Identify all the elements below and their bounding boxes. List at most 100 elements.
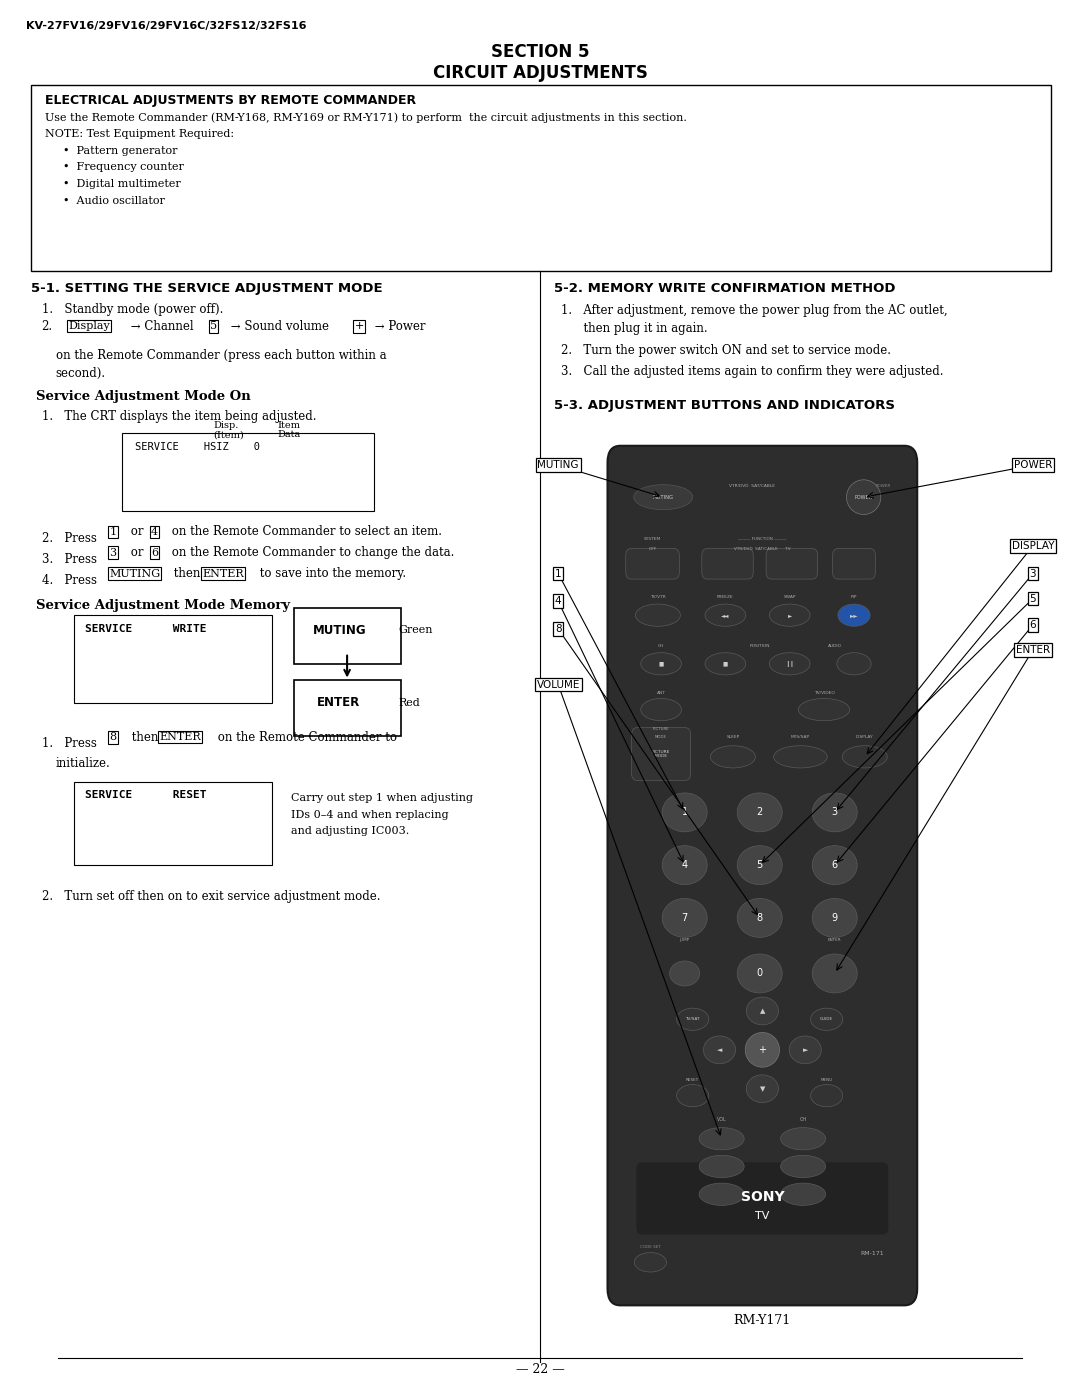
Text: on the Remote Commander to change the data.: on the Remote Commander to change the da… bbox=[168, 546, 455, 559]
Ellipse shape bbox=[738, 898, 782, 937]
Text: ►: ► bbox=[802, 1046, 808, 1053]
Text: VOL: VOL bbox=[717, 1116, 727, 1122]
Text: CH: CH bbox=[658, 644, 664, 648]
Text: then: then bbox=[129, 731, 163, 743]
Text: SERVICE    HSIZ    0: SERVICE HSIZ 0 bbox=[135, 441, 260, 451]
Text: 1: 1 bbox=[681, 807, 688, 817]
Ellipse shape bbox=[746, 1074, 779, 1102]
Text: 4: 4 bbox=[555, 597, 562, 606]
Text: RESET: RESET bbox=[686, 1078, 700, 1083]
Ellipse shape bbox=[699, 1155, 744, 1178]
Ellipse shape bbox=[662, 898, 707, 937]
Text: ◄: ◄ bbox=[717, 1046, 723, 1053]
Ellipse shape bbox=[847, 479, 881, 514]
Text: 1: 1 bbox=[109, 527, 117, 536]
Text: 4: 4 bbox=[681, 861, 688, 870]
Text: 2: 2 bbox=[757, 807, 762, 817]
Text: MUTING: MUTING bbox=[109, 569, 160, 578]
Ellipse shape bbox=[634, 1253, 666, 1273]
Text: 9: 9 bbox=[832, 912, 838, 923]
Text: on the Remote Commander (press each button within a: on the Remote Commander (press each butt… bbox=[55, 349, 387, 362]
Text: 5: 5 bbox=[1029, 594, 1037, 604]
Text: ——— FUNCTION ———: ——— FUNCTION ——— bbox=[739, 536, 786, 541]
Text: 3: 3 bbox=[832, 807, 838, 817]
FancyBboxPatch shape bbox=[73, 782, 272, 865]
Text: •  Pattern generator: • Pattern generator bbox=[63, 145, 177, 156]
Text: 3: 3 bbox=[109, 548, 117, 557]
Text: ENTER: ENTER bbox=[318, 696, 361, 710]
Text: MUTING: MUTING bbox=[538, 460, 579, 471]
Text: 6: 6 bbox=[1029, 620, 1037, 630]
Ellipse shape bbox=[738, 954, 782, 993]
Text: 8: 8 bbox=[109, 732, 117, 742]
Text: SLEEP: SLEEP bbox=[726, 735, 740, 739]
Text: IDs 0–4 and when replacing: IDs 0–4 and when replacing bbox=[292, 810, 449, 820]
FancyBboxPatch shape bbox=[702, 549, 753, 580]
Text: MODE: MODE bbox=[656, 735, 667, 739]
Text: 2.   Press: 2. Press bbox=[42, 532, 96, 545]
Text: 5-1. SETTING THE SERVICE ADJUSTMENT MODE: 5-1. SETTING THE SERVICE ADJUSTMENT MODE bbox=[31, 282, 382, 295]
FancyBboxPatch shape bbox=[632, 728, 690, 781]
Text: ■: ■ bbox=[723, 661, 728, 666]
Ellipse shape bbox=[838, 604, 870, 626]
Text: VTR/DVD  SAT/CABLE      TV: VTR/DVD SAT/CABLE TV bbox=[734, 546, 791, 550]
Text: 1: 1 bbox=[555, 569, 562, 578]
Ellipse shape bbox=[837, 652, 872, 675]
Text: and adjusting IC003.: and adjusting IC003. bbox=[292, 826, 409, 837]
Ellipse shape bbox=[640, 652, 681, 675]
Ellipse shape bbox=[703, 1037, 735, 1063]
Ellipse shape bbox=[677, 1009, 708, 1031]
Text: •  Frequency counter: • Frequency counter bbox=[63, 162, 184, 172]
Ellipse shape bbox=[842, 746, 887, 768]
Text: 5: 5 bbox=[757, 861, 762, 870]
Text: Item: Item bbox=[278, 420, 300, 430]
Text: Service Adjustment Mode Memory: Service Adjustment Mode Memory bbox=[37, 598, 291, 612]
Text: SERVICE      WRITE: SERVICE WRITE bbox=[84, 623, 206, 633]
Ellipse shape bbox=[662, 845, 707, 884]
Text: ANT: ANT bbox=[657, 692, 665, 694]
FancyBboxPatch shape bbox=[73, 615, 272, 703]
Text: DISPLAY: DISPLAY bbox=[1012, 541, 1054, 550]
Text: 2.   Turn the power switch ON and set to service mode.: 2. Turn the power switch ON and set to s… bbox=[562, 345, 891, 358]
Text: ENTER: ENTER bbox=[160, 732, 201, 742]
Text: initialize.: initialize. bbox=[55, 757, 110, 770]
Ellipse shape bbox=[773, 746, 827, 768]
FancyBboxPatch shape bbox=[833, 549, 876, 580]
Ellipse shape bbox=[662, 793, 707, 831]
FancyBboxPatch shape bbox=[625, 549, 679, 580]
Text: POWER: POWER bbox=[875, 483, 891, 488]
Text: MUTING: MUTING bbox=[313, 624, 366, 637]
Ellipse shape bbox=[711, 746, 755, 768]
Text: 8: 8 bbox=[757, 912, 762, 923]
Text: 5-2. MEMORY WRITE CONFIRMATION METHOD: 5-2. MEMORY WRITE CONFIRMATION METHOD bbox=[554, 282, 895, 295]
Text: SECTION 5: SECTION 5 bbox=[490, 43, 590, 61]
Text: ▲: ▲ bbox=[759, 1009, 765, 1014]
Text: 2.   Turn set off then on to exit service adjustment mode.: 2. Turn set off then on to exit service … bbox=[42, 890, 380, 902]
Ellipse shape bbox=[812, 954, 858, 993]
Text: ELECTRICAL ADJUSTMENTS BY REMOTE COMMANDER: ELECTRICAL ADJUSTMENTS BY REMOTE COMMAND… bbox=[45, 95, 416, 108]
Ellipse shape bbox=[769, 652, 810, 675]
Text: POWER: POWER bbox=[854, 495, 873, 500]
Text: SWAP: SWAP bbox=[783, 595, 796, 599]
FancyBboxPatch shape bbox=[636, 1162, 888, 1235]
Text: ❙❙: ❙❙ bbox=[785, 661, 794, 666]
Ellipse shape bbox=[812, 793, 858, 831]
Text: Display: Display bbox=[68, 321, 110, 331]
Text: 1.   After adjustment, remove the power plug from the AC outlet,: 1. After adjustment, remove the power pl… bbox=[562, 305, 948, 317]
Ellipse shape bbox=[738, 845, 782, 884]
Text: Disp.: Disp. bbox=[213, 420, 239, 430]
Text: RM-171: RM-171 bbox=[861, 1252, 885, 1256]
Ellipse shape bbox=[769, 604, 810, 626]
Text: on the Remote Commander to select an item.: on the Remote Commander to select an ite… bbox=[168, 525, 442, 538]
Text: 6: 6 bbox=[151, 548, 158, 557]
Text: TV: TV bbox=[755, 1211, 770, 1221]
Text: → Channel: → Channel bbox=[127, 320, 194, 332]
Text: Service Adjustment Mode On: Service Adjustment Mode On bbox=[37, 390, 251, 404]
Text: •  Digital multimeter: • Digital multimeter bbox=[63, 179, 180, 189]
Ellipse shape bbox=[640, 698, 681, 721]
Text: SYSTEM: SYSTEM bbox=[644, 536, 661, 541]
Text: +: + bbox=[354, 321, 364, 331]
Text: ◄◄: ◄◄ bbox=[721, 613, 730, 617]
Text: CIRCUIT ADJUSTMENTS: CIRCUIT ADJUSTMENTS bbox=[433, 64, 647, 82]
Ellipse shape bbox=[699, 1127, 744, 1150]
